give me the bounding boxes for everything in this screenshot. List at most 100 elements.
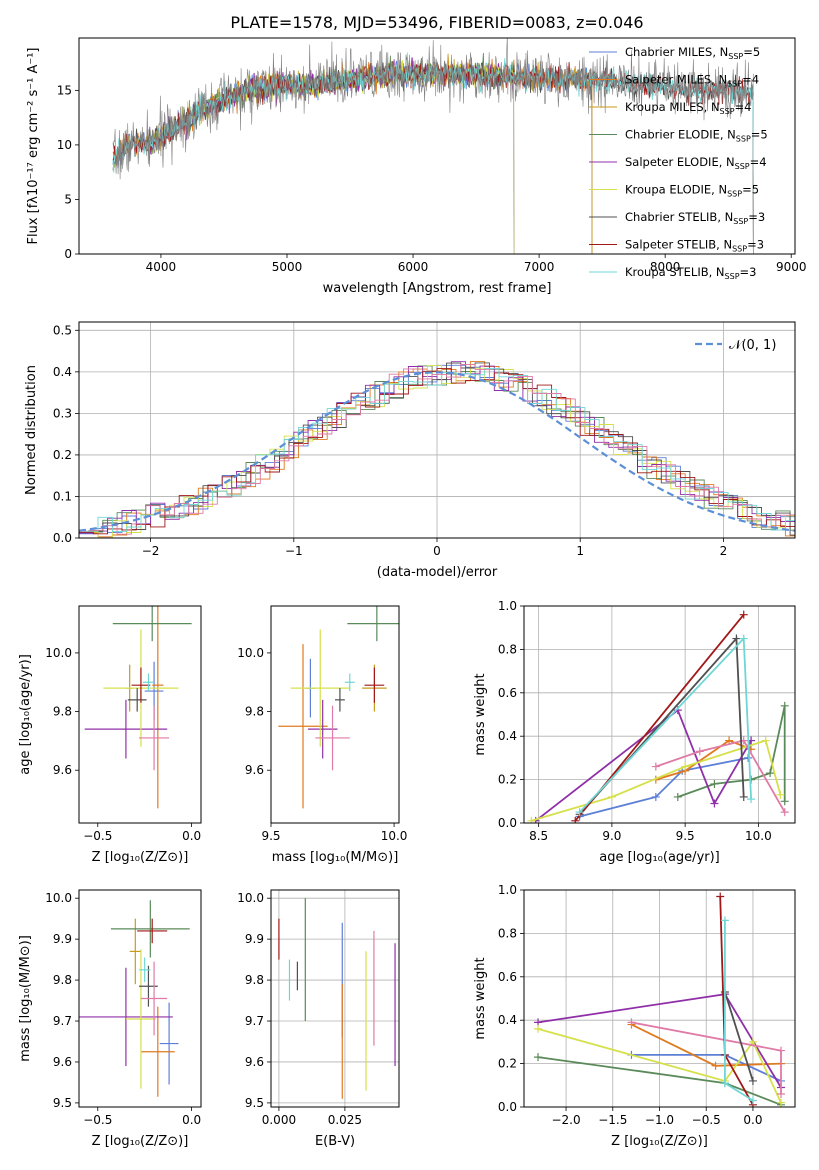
weight-series-line [535, 708, 752, 822]
y-tick-label: 9.7 [245, 1014, 264, 1028]
x-axis-label: Z [log₁₀(Z/Z⊙)] [611, 1134, 708, 1149]
plot-area [84, 606, 192, 809]
x-tick-label: −1 [285, 544, 303, 558]
weight-point-marker [739, 634, 748, 643]
x-tick-label: 8000 [650, 260, 681, 274]
x-axis-label: age [log₁₀(age/yr)] [599, 850, 720, 865]
y-tick-label: 10 [57, 138, 72, 152]
weight-point-marker [527, 816, 536, 823]
weight-series-line [655, 739, 752, 781]
plot-area [534, 892, 785, 1107]
y-tick-label: 10.0 [237, 891, 264, 905]
y-tick-label: 9.8 [53, 705, 72, 719]
y-tick-label: 10.0 [45, 891, 72, 905]
x-axis-label: (data-model)/error [377, 565, 498, 580]
weight-series-line [724, 920, 754, 1102]
weight-point-marker [776, 790, 785, 799]
x-tick-label: 4000 [146, 260, 177, 274]
x-tick-label: 6000 [398, 260, 429, 274]
x-axis-label: mass [log₁₀(M/M⊙)] [272, 850, 399, 865]
y-tick-label: 9.8 [245, 705, 264, 719]
y-tick-label: 0.4 [498, 729, 517, 743]
weight-point-marker [716, 892, 725, 901]
x-tick-label: 0.0 [182, 1113, 201, 1127]
panel-z-weight: −2.0 −1.5 −1.0 −0.5 0.0 0.0 0.2 0.4 0.6 0.8 1.0 Z [… [473, 883, 796, 1149]
y-tick-label: 9.5 [245, 1096, 264, 1110]
y-tick-label: 0.3 [53, 406, 72, 420]
y-tick-label: 9.9 [245, 932, 264, 946]
weight-point-marker [681, 762, 690, 771]
x-tick-label: 2 [720, 544, 728, 558]
y-tick-label: 1.0 [498, 883, 517, 897]
weight-point-marker [710, 799, 719, 808]
residuals-legend: 𝒩(0, 1) [695, 338, 776, 353]
weight-point-marker [766, 769, 775, 778]
y-tick-label: 0.5 [53, 323, 72, 337]
weight-point-marker [695, 747, 704, 756]
x-tick-label: 9.5 [676, 829, 695, 843]
weight-point-marker [607, 792, 616, 801]
spectrum-model-line [112, 52, 754, 254]
x-axis-label: E(B-V) [315, 1134, 355, 1149]
x-axis-label: Z [log₁₀(Z/Z⊙)] [92, 850, 189, 865]
y-tick-label: 0.6 [498, 686, 517, 700]
legend-entry: Kroupa ELODIE, NSSP=5 [625, 183, 759, 199]
x-tick-label: 9.0 [602, 829, 621, 843]
weight-point-marker [651, 792, 660, 801]
y-axis-label: mass weight [473, 673, 488, 755]
weight-point-marker [627, 1018, 636, 1027]
x-tick-label: 10.0 [381, 829, 408, 843]
panel-mass-age: 9.5 10.0 9.6 9.8 10.0 mass [log₁₀(M/M⊙)] [237, 605, 408, 865]
axes-frame [270, 605, 400, 824]
x-axis-label: wavelength [Angstrom, rest frame] [323, 281, 552, 296]
histogram-series [83, 368, 795, 533]
y-tick-label: 0.1 [53, 489, 72, 503]
y-axis-label: mass [log₁₀(M/M⊙)] [18, 935, 33, 1062]
spectrum-legend: Chabrier MILES, NSSP=5 Salpeter MILES, NS… [589, 45, 768, 281]
weight-point-marker [748, 1076, 757, 1085]
weight-point-marker [651, 762, 660, 771]
y-tick-label: 0.0 [498, 1100, 517, 1114]
panel-age-weight: 8.5 9.0 9.5 10.0 0.0 0.2 0.4 0.6 0.8 1.0 age [log₁… [473, 599, 796, 865]
figure-title: PLATE=1578, MJD=53496, FIBERID=0083, z=0… [230, 13, 643, 32]
x-tick-label: −0.5 [83, 829, 112, 843]
axes-frame [78, 605, 202, 824]
plot-area [278, 606, 399, 809]
y-tick-label: 0.2 [498, 773, 517, 787]
weight-point-marker [732, 634, 741, 643]
weight-point-marker [744, 753, 753, 762]
plot-area [79, 900, 190, 1097]
y-tick-label: 9.8 [53, 973, 72, 987]
plot-area [527, 610, 789, 823]
x-tick-label: 0 [433, 544, 441, 558]
y-tick-label: 15 [57, 83, 72, 97]
panel-z-age: −0.5 0.0 9.6 9.8 10.0 Z [log₁₀(Z/Z⊙)] age [log… [18, 605, 202, 865]
axes-frame [78, 889, 202, 1108]
x-tick-label: 0.025 [328, 1113, 362, 1127]
x-tick-label: −0.5 [83, 1113, 112, 1127]
x-tick-label: −1.0 [645, 1113, 674, 1127]
histogram-series [79, 361, 795, 534]
weight-point-marker [673, 792, 682, 801]
histogram-series [83, 361, 795, 538]
panel-spectrum: 4000 5000 6000 7000 8000 9000 0 5 10 15 wavelength… [26, 37, 806, 296]
axes-frame [270, 889, 400, 1108]
x-tick-label: 10.0 [745, 829, 772, 843]
weight-point-marker [776, 1046, 785, 1055]
spectrum-data-line [112, 38, 754, 180]
axes-frame [78, 37, 796, 255]
histogram-series [88, 364, 795, 535]
x-tick-label: 5000 [272, 260, 303, 274]
y-axis-label: Normed distribution [24, 365, 39, 495]
weight-series-line [655, 739, 786, 813]
legend-entry: Kroupa MILES, NSSP=4 [625, 100, 751, 116]
weight-point-marker [776, 1098, 785, 1107]
weight-series-line [724, 991, 754, 1082]
axes-frame [523, 889, 796, 1108]
weight-point-marker [720, 1079, 729, 1088]
weight-point-marker [748, 1096, 757, 1105]
y-tick-label: 0 [64, 247, 72, 261]
legend-entry: Chabrier MILES, NSSP=5 [625, 45, 760, 61]
y-axis-label: age [log₁₀(age/yr)] [18, 654, 33, 775]
